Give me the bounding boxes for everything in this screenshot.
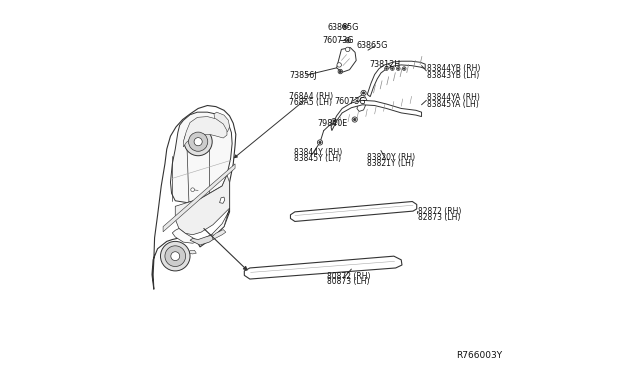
Circle shape (361, 90, 366, 96)
Circle shape (352, 117, 357, 122)
Circle shape (403, 67, 406, 70)
Text: 83843YB (LH): 83843YB (LH) (427, 71, 479, 80)
Circle shape (403, 68, 405, 69)
Polygon shape (220, 197, 225, 203)
Text: 83821Y (LH): 83821Y (LH) (367, 158, 414, 168)
Polygon shape (214, 112, 230, 133)
Polygon shape (337, 48, 356, 72)
Polygon shape (170, 112, 232, 203)
Text: 63865G: 63865G (328, 23, 359, 32)
Polygon shape (367, 61, 425, 97)
Circle shape (344, 25, 346, 28)
Polygon shape (331, 100, 422, 131)
Circle shape (161, 241, 190, 271)
Text: 768A4 (RH): 768A4 (RH) (289, 92, 333, 101)
Circle shape (332, 118, 337, 124)
Text: 82872 (RH): 82872 (RH) (418, 206, 461, 216)
Circle shape (346, 38, 351, 43)
Circle shape (317, 140, 323, 145)
Text: 83844Y (RH): 83844Y (RH) (294, 148, 342, 157)
Text: 80872 (RH): 80872 (RH) (328, 272, 371, 281)
Circle shape (386, 68, 387, 69)
Polygon shape (190, 235, 215, 245)
Text: R766003Y: R766003Y (456, 350, 502, 360)
Text: 83844YB (RH): 83844YB (RH) (427, 64, 481, 73)
Polygon shape (357, 97, 367, 112)
Polygon shape (175, 244, 182, 249)
Circle shape (342, 24, 348, 29)
Circle shape (346, 47, 350, 52)
Text: 83845YA (LH): 83845YA (LH) (427, 100, 479, 109)
Circle shape (347, 39, 349, 41)
Polygon shape (244, 256, 402, 279)
Circle shape (390, 67, 394, 70)
Circle shape (337, 62, 341, 67)
Text: 79840E: 79840E (318, 119, 348, 128)
Polygon shape (172, 208, 230, 243)
Circle shape (353, 118, 356, 121)
Circle shape (319, 141, 321, 144)
Circle shape (397, 68, 399, 69)
Text: 83844YA (RH): 83844YA (RH) (427, 93, 480, 102)
Circle shape (191, 188, 195, 192)
Text: 83845Y (LH): 83845Y (LH) (294, 154, 341, 163)
Circle shape (165, 246, 186, 266)
Text: 768A5 (LH): 768A5 (LH) (289, 98, 332, 107)
Text: 80873 (LH): 80873 (LH) (328, 278, 370, 286)
Circle shape (194, 138, 202, 146)
Text: 73812H: 73812H (370, 60, 401, 69)
Polygon shape (212, 230, 226, 240)
Text: 83820Y (RH): 83820Y (RH) (367, 153, 415, 162)
Text: 63865G: 63865G (357, 41, 388, 50)
Circle shape (392, 68, 393, 69)
Circle shape (171, 252, 180, 260)
Text: 76073G: 76073G (335, 97, 366, 106)
Polygon shape (291, 202, 417, 221)
Text: 82873 (LH): 82873 (LH) (418, 212, 460, 221)
Circle shape (184, 128, 212, 156)
Circle shape (333, 120, 335, 122)
Text: 73856J: 73856J (290, 71, 317, 80)
Circle shape (385, 67, 388, 70)
Polygon shape (175, 175, 230, 235)
Polygon shape (152, 106, 236, 289)
Circle shape (338, 69, 342, 74)
Circle shape (362, 92, 365, 94)
Circle shape (189, 132, 208, 151)
Polygon shape (163, 164, 235, 232)
Circle shape (339, 70, 341, 73)
Polygon shape (184, 116, 227, 147)
Text: 76073G: 76073G (323, 36, 354, 45)
Circle shape (396, 67, 400, 70)
Polygon shape (189, 250, 196, 254)
